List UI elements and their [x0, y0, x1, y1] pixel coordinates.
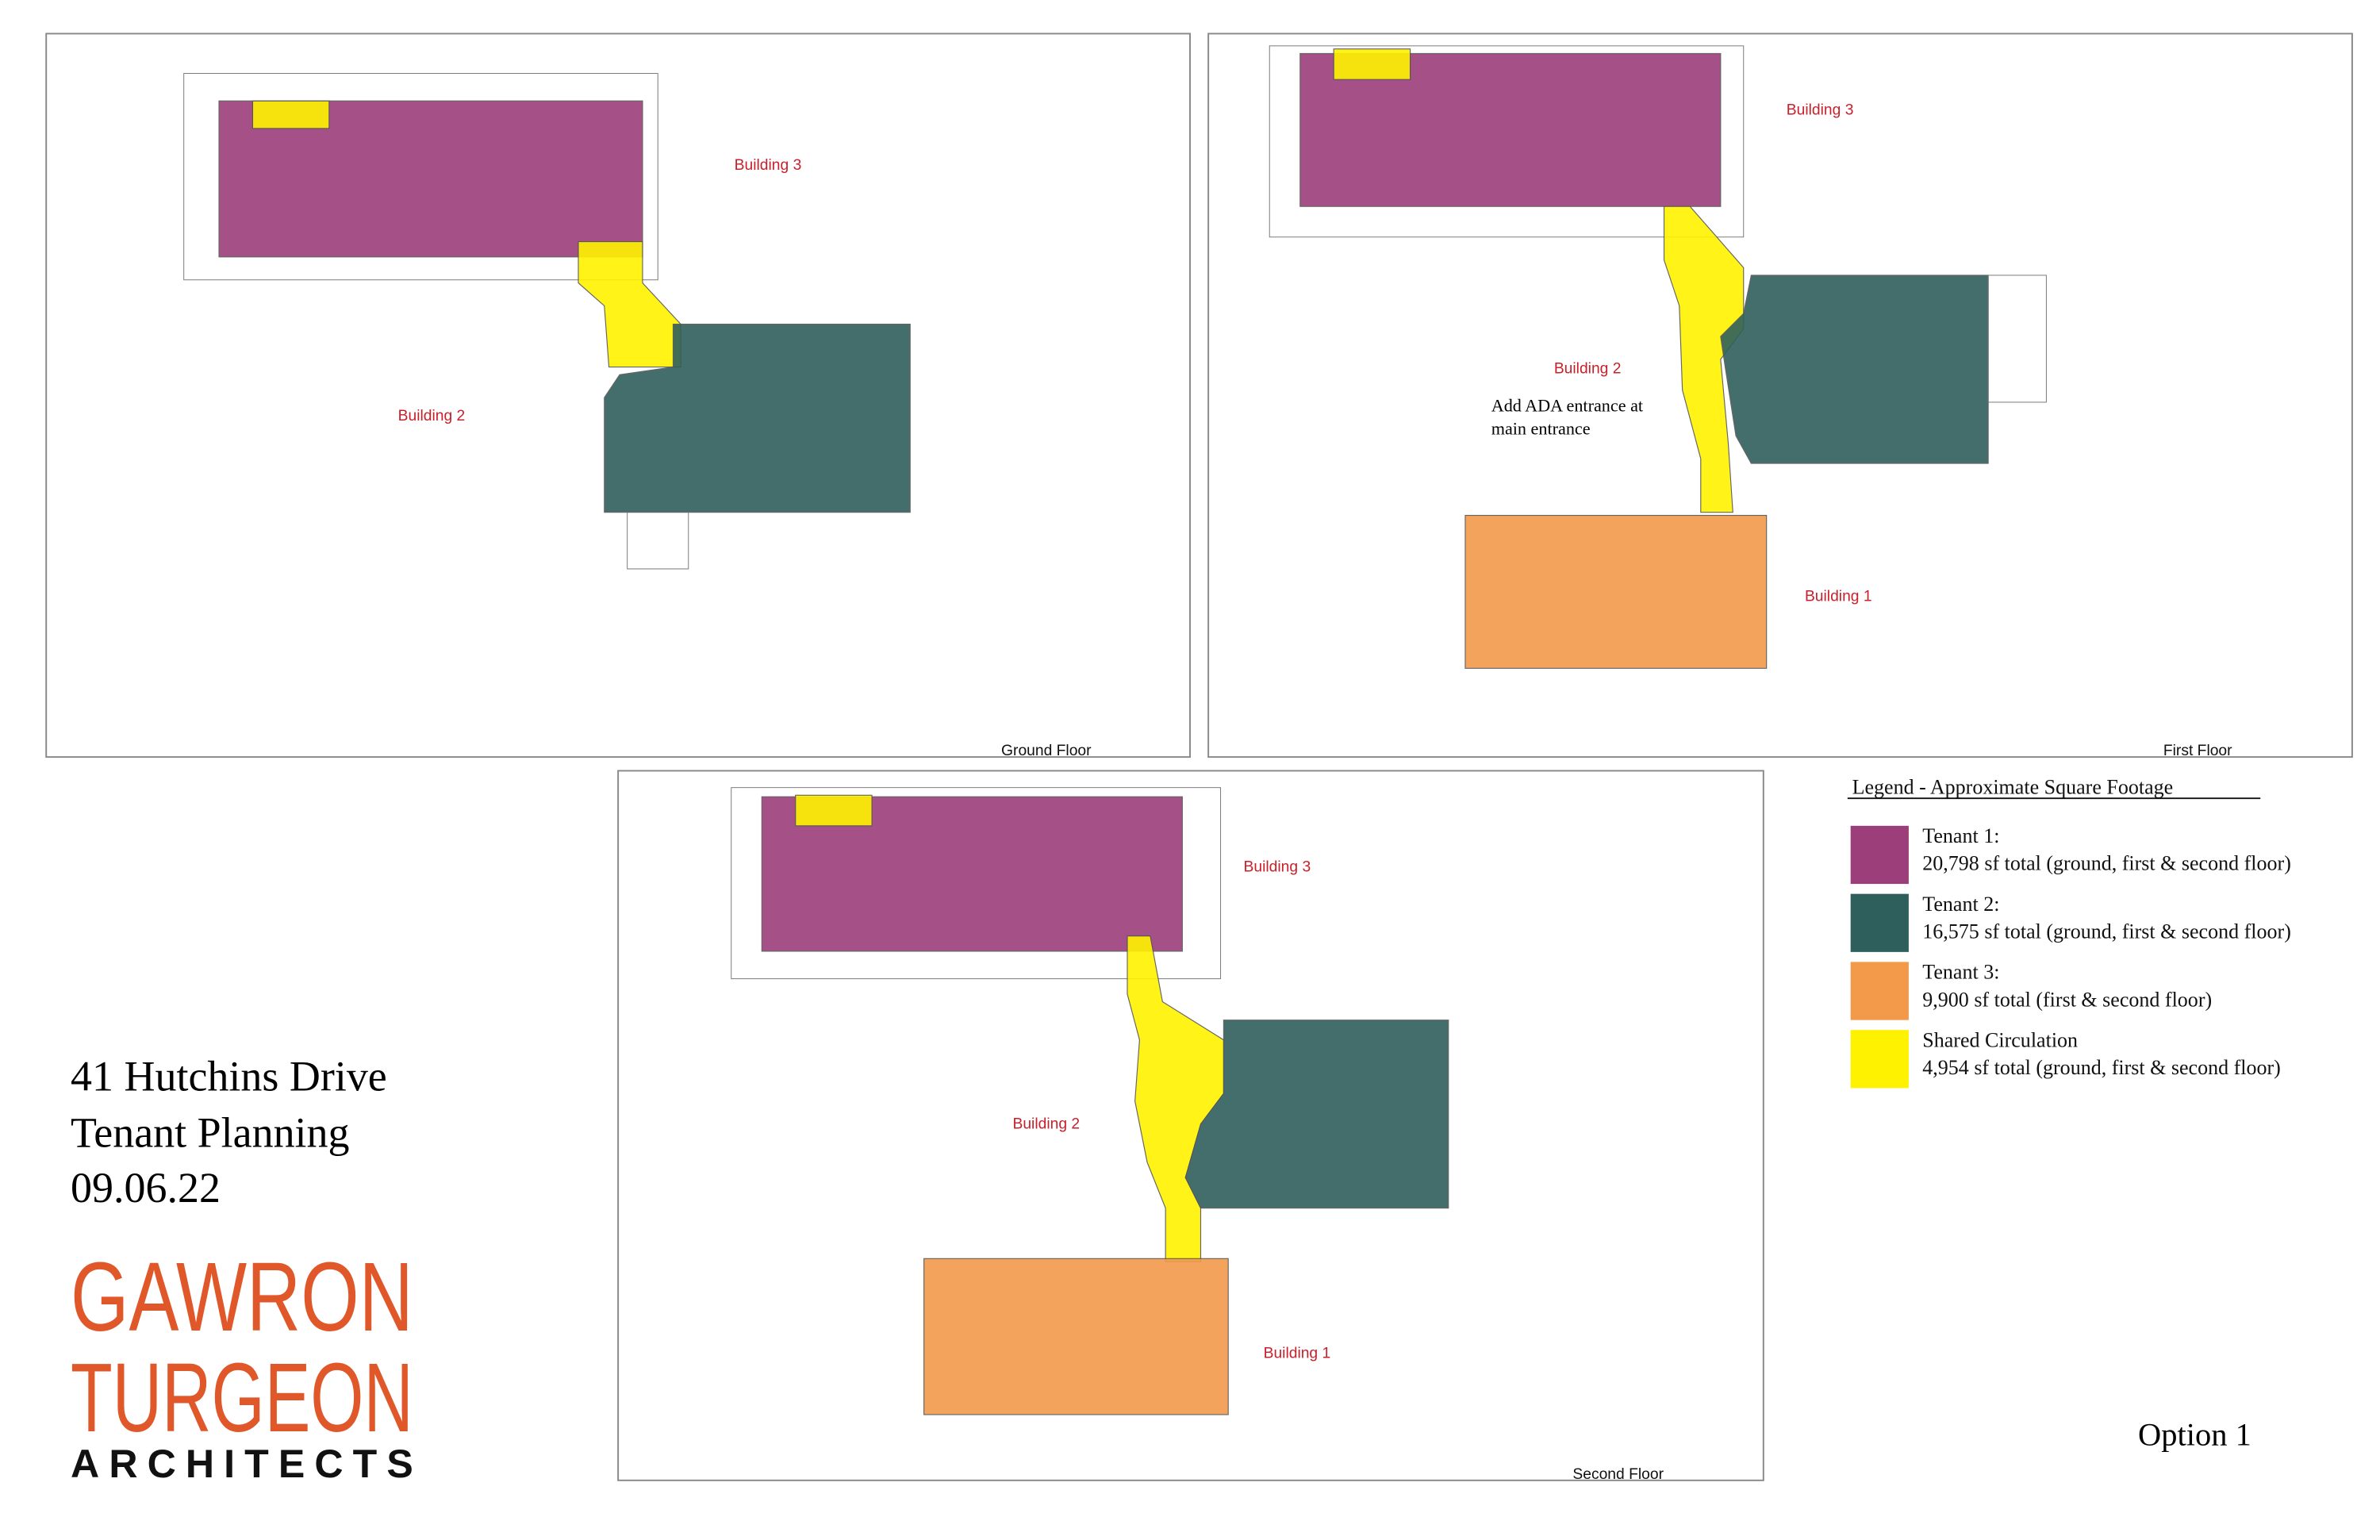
- plan-outline: [1269, 45, 1745, 238]
- building-label: Building 3: [1244, 859, 1311, 876]
- tenant-2-area: [1184, 1020, 1449, 1209]
- legend-name: Shared Circulation: [1922, 1028, 2078, 1051]
- shared-area: [795, 794, 873, 827]
- legend-name: Tenant 3:: [1922, 961, 1999, 984]
- legend-detail: 4,954 sf total (ground, first & second f…: [1922, 1056, 2281, 1079]
- stair: [627, 512, 689, 570]
- building-label: Building 3: [735, 157, 802, 174]
- legend: Legend - Approximate Square Footage Tena…: [1847, 775, 2291, 1089]
- plan-outline: [183, 73, 658, 281]
- building-label: Building 1: [1264, 1346, 1331, 1362]
- logo-line: TURGEON: [71, 1343, 413, 1453]
- legend-detail: 9,900 sf total (first & second floor): [1922, 988, 2212, 1011]
- logo-line: GAWRON: [71, 1242, 413, 1352]
- project-line: Tenant Planning: [71, 1109, 349, 1157]
- legend-name: Tenant 1:: [1922, 824, 1999, 847]
- legend-detail: 16,575 sf total (ground, first & second …: [1922, 920, 2291, 943]
- ground-floor-panel: Ground Floor Building 3 Building 2: [45, 33, 1191, 759]
- building-label: Building 2: [1554, 360, 1622, 377]
- second-floor-panel: Second Floor Building 3 Building 2 Build…: [617, 770, 1764, 1483]
- shared-area: [1127, 935, 1224, 1262]
- legend-swatch: [1850, 825, 1909, 885]
- shared-area: [1663, 205, 1745, 513]
- legend-title: Legend - Approximate Square Footage: [1852, 775, 2174, 798]
- legend-swatch: [1850, 893, 1909, 952]
- tenant-2-area: [1720, 275, 1989, 464]
- title-block: 41 Hutchins Drive Tenant Planning 09.06.…: [71, 1052, 2251, 1486]
- legend-detail: 20,798 sf total (ground, first & second …: [1922, 852, 2291, 875]
- tenant-3-area: [1464, 514, 1768, 669]
- option-label: Option 1: [2138, 1416, 2251, 1452]
- tenant-2-area: [604, 324, 911, 513]
- building-label: Building 2: [398, 408, 466, 424]
- plan-outline: [731, 787, 1222, 980]
- building-label: Building 3: [1787, 102, 1854, 119]
- project-line: 09.06.22: [71, 1164, 221, 1212]
- note: Add ADA entrance at: [1491, 395, 1644, 415]
- shared-area: [1333, 48, 1411, 80]
- note: main entrance: [1491, 418, 1591, 438]
- floor-label: Ground Floor: [1001, 743, 1092, 759]
- first-floor-panel: First Floor Building 3 Building 2 Buildi…: [1207, 33, 2353, 759]
- building-label: Building 1: [1805, 589, 1872, 605]
- plan-outline: [1987, 275, 2047, 403]
- building-label: Building 2: [1013, 1116, 1081, 1133]
- project-line: 41 Hutchins Drive: [71, 1052, 387, 1100]
- tenant-3-area: [923, 1258, 1229, 1415]
- floor-label: Second Floor: [1572, 1466, 1664, 1483]
- legend-name: Tenant 2:: [1922, 893, 1999, 916]
- floor-label: First Floor: [2163, 743, 2232, 759]
- legend-swatch: [1850, 962, 1909, 1020]
- shared-area: [251, 100, 330, 129]
- legend-items: Tenant 1: 20,798 sf total (ground, first …: [1850, 824, 2291, 1089]
- legend-swatch: [1850, 1030, 1909, 1089]
